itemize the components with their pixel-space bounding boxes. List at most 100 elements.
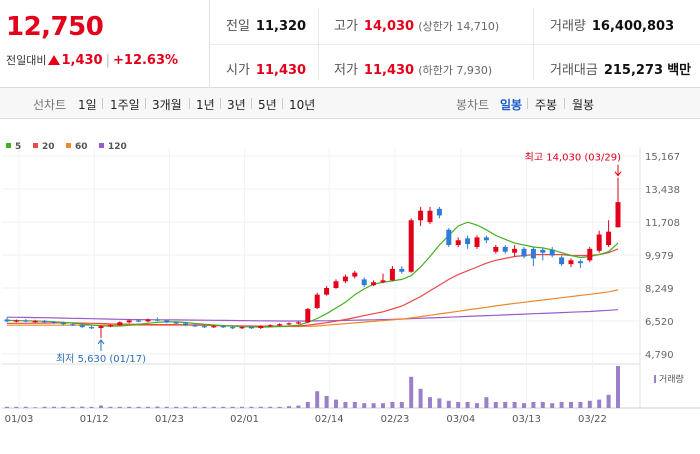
candle-body xyxy=(493,246,499,252)
volume-label: 거래량 xyxy=(659,373,684,385)
prev-close: 전일 11,320 xyxy=(226,15,306,34)
up-triangle-icon xyxy=(48,55,61,65)
volume-bar xyxy=(418,388,423,408)
candle-body xyxy=(399,268,405,272)
candle-body xyxy=(23,320,29,322)
open-value: 11,430 xyxy=(255,63,307,78)
x-tick-label: 01/03 xyxy=(5,414,34,425)
volume-bar xyxy=(89,406,94,408)
candle-body xyxy=(606,231,612,246)
tab-daily[interactable]: 일봉 xyxy=(500,98,523,112)
volume-bar xyxy=(80,406,85,408)
candle-body xyxy=(530,248,536,259)
volume-bar xyxy=(399,402,404,408)
volume-bar xyxy=(324,396,329,408)
x-tick-label: 02/01 xyxy=(230,414,259,425)
volume-bar xyxy=(5,406,9,408)
volume-bar xyxy=(174,406,179,408)
candle-body xyxy=(154,319,160,321)
quote-info-grid: 전일 11,320 고가 14,030 (상한가 14,710) 거래량 16,400… xyxy=(210,0,700,88)
volume-bar xyxy=(296,405,301,408)
chart-period-tabs: 선차트 1일 1주일 3개월 1년 3년 5년 10년 봉차트 일봉 주봉 월봉 xyxy=(0,88,700,119)
volume-bar xyxy=(334,399,338,408)
legend-swatch-ma60 xyxy=(66,143,71,148)
current-price: 12,750 xyxy=(6,12,104,42)
volume-bar xyxy=(597,399,602,408)
volume-bar xyxy=(362,403,367,408)
tab-5y[interactable]: 5년 xyxy=(258,98,277,112)
candle-body xyxy=(70,324,76,326)
volume-bar xyxy=(127,406,132,408)
candle-body xyxy=(192,325,198,327)
candle-body xyxy=(615,202,621,228)
volume-bar xyxy=(240,406,244,408)
volume-bar xyxy=(531,402,536,408)
volume-bar xyxy=(117,406,122,408)
line-chart-label: 선차트 xyxy=(33,98,67,112)
candle-body xyxy=(587,248,593,261)
volume-bar xyxy=(465,402,470,408)
candle-body xyxy=(4,319,10,322)
candle-body xyxy=(549,249,555,256)
volume-bar xyxy=(258,406,263,408)
volume-bar xyxy=(146,406,150,408)
trade-value-unit: 백만 xyxy=(667,63,692,78)
volume-bar xyxy=(409,376,414,408)
high-annotation: 최고 14,030 (03/29) xyxy=(525,152,621,164)
volume-bar xyxy=(484,397,489,408)
candle-body xyxy=(568,260,574,265)
volume-bar xyxy=(202,406,207,408)
x-tick-label: 03/13 xyxy=(512,414,541,425)
volume-bar xyxy=(211,406,216,408)
volume-bar xyxy=(42,406,47,408)
y-tick-label: 13,438 xyxy=(645,185,680,196)
tab-divider xyxy=(251,98,252,109)
tab-10y[interactable]: 10년 xyxy=(289,98,316,112)
volume-bar xyxy=(493,402,498,408)
volume-bar xyxy=(390,402,395,408)
volume-bar xyxy=(14,406,19,408)
candle-body xyxy=(79,325,85,328)
volume-label: 거래량 xyxy=(550,19,586,34)
x-tick-label: 01/23 xyxy=(155,414,184,425)
volume-bar xyxy=(456,402,461,408)
volume-bar xyxy=(155,406,160,408)
candle-body xyxy=(474,237,480,247)
candle-body xyxy=(201,326,207,328)
tab-3m[interactable]: 3개월 xyxy=(152,98,182,112)
tab-divider xyxy=(189,98,190,109)
volume-bar xyxy=(578,402,583,408)
volume-bar xyxy=(249,406,254,408)
volume-bar xyxy=(352,402,357,408)
volume-bar xyxy=(277,406,282,408)
candle-body xyxy=(258,326,264,329)
candle-body xyxy=(32,320,38,323)
candle-body xyxy=(89,327,95,329)
volume-bar xyxy=(52,406,56,408)
change-rate: +12.63% xyxy=(113,53,179,68)
open-price: 시가 11,430 xyxy=(226,59,306,78)
tab-3y[interactable]: 3년 xyxy=(227,98,246,112)
upper-limit: (상한가 14,710) xyxy=(418,20,500,33)
tab-1w[interactable]: 1주일 xyxy=(110,98,140,112)
volume-bar xyxy=(475,403,479,408)
tab-divider xyxy=(145,98,146,109)
candle-body xyxy=(436,208,442,216)
candle-body xyxy=(540,249,546,253)
candle-body xyxy=(465,238,471,245)
candle-body xyxy=(389,268,395,281)
legend-label-ma60: 60 xyxy=(75,142,88,152)
y-tick-label: 11,708 xyxy=(645,218,680,229)
tab-1y[interactable]: 1년 xyxy=(196,98,215,112)
tab-1d[interactable]: 1일 xyxy=(78,98,97,112)
tab-weekly[interactable]: 주봉 xyxy=(535,98,558,112)
tab-divider xyxy=(220,98,221,109)
volume-bar xyxy=(268,406,273,408)
legend-label-ma20: 20 xyxy=(42,142,55,152)
x-tick-label: 01/12 xyxy=(80,414,109,425)
volume-bar xyxy=(437,398,442,408)
tab-monthly[interactable]: 월봉 xyxy=(572,98,595,112)
x-tick-label: 03/22 xyxy=(578,414,607,425)
candle-body xyxy=(483,237,489,241)
candle-body xyxy=(248,327,254,329)
